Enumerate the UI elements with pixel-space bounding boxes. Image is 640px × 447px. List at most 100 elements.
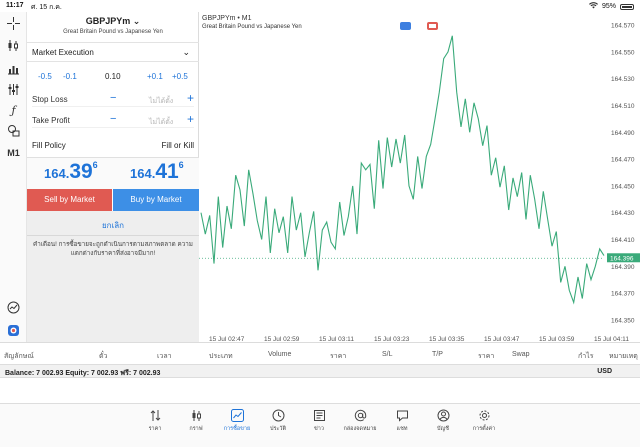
y-tick-label: 164.410 — [611, 237, 635, 244]
execution-select[interactable]: Market Execution ⌄ — [27, 42, 199, 62]
volume-minus-small-button[interactable]: -0.1 — [63, 72, 77, 81]
stop-loss-input[interactable]: ไม่ได้ตั้ง — [149, 98, 174, 105]
tab-settings[interactable]: การตั้งค่า — [464, 409, 504, 433]
price-series-line — [200, 35, 605, 305]
tab-mailbox[interactable]: กล่องจดหมาย — [340, 409, 380, 433]
y-tick-label: 164.370 — [611, 291, 635, 298]
y-tick-label: 164.570 — [611, 23, 635, 30]
trade-table-header: สัญลักษณ์ ตั๋ว เวลา ประเภท Volume ราคา S… — [0, 342, 640, 364]
price-chart[interactable]: 164.570 164.550 164.530 164.510 164.490 164.4… — [199, 12, 640, 342]
tab-news[interactable]: ข่าว — [299, 409, 339, 433]
ask-price: 164.416 — [130, 160, 184, 183]
chart-subtitle: Great Britain Pound vs Japanese Yen — [202, 24, 302, 30]
column-current-price[interactable]: ราคา — [478, 353, 495, 360]
timeframe-icon[interactable]: M1 — [7, 147, 20, 158]
column-time[interactable]: เวลา — [157, 353, 172, 360]
sell-button[interactable]: Sell by Market — [27, 189, 112, 211]
news-icon — [313, 410, 325, 421]
tab-label: การซื้อขาย — [223, 426, 251, 432]
trade-icon — [230, 409, 244, 422]
y-tick-label: 164.390 — [611, 264, 635, 271]
column-tp[interactable]: T/P — [432, 351, 443, 358]
current-price-tag — [607, 253, 640, 263]
y-tick-label: 164.350 — [611, 317, 635, 324]
volume-input[interactable]: 0.10 — [105, 72, 121, 81]
fill-policy-label: Fill Policy — [32, 141, 66, 150]
status-date: ศ. 15 ก.ค. — [31, 4, 62, 11]
tab-chat[interactable]: แชท — [382, 409, 422, 433]
stop-loss-minus-button[interactable]: − — [110, 92, 117, 104]
objects-icon[interactable] — [6, 123, 21, 138]
symbol-selector[interactable]: GBPJPYm ⌄ — [27, 16, 199, 27]
cancel-button[interactable]: ยกเลิก — [101, 221, 124, 230]
tab-label: ข่าว — [314, 426, 324, 432]
y-tick-label: 164.530 — [611, 76, 635, 83]
bid-price: 164.396 — [44, 160, 98, 183]
status-right: 95% — [588, 2, 634, 11]
currency-label: USD — [597, 368, 612, 375]
tab-chart[interactable]: กราฟ — [176, 409, 216, 433]
tab-label: แชท — [396, 426, 408, 432]
tab-account[interactable]: บัญชี — [423, 409, 463, 433]
crosshair-icon[interactable] — [6, 16, 21, 31]
balance-text: Balance: 7 002.93 Equity: 7 002.93 ฟรี: … — [5, 370, 161, 377]
fill-policy-value: Fill or Kill — [161, 141, 194, 150]
settings-icon[interactable] — [6, 323, 21, 338]
x-tick-label: 15 Jul 03:47 — [484, 336, 520, 342]
chart-title: GBPJPYm • M1 — [202, 15, 252, 22]
tab-trade[interactable]: การซื้อขาย — [217, 409, 257, 433]
warning-text: คำเตือน! การซื้อขายจะถูกดำเนินการตามสภาพ… — [33, 241, 193, 257]
bar-chart-icon[interactable] — [6, 61, 21, 76]
tab-label: ราคา — [148, 426, 162, 432]
tab-quotes[interactable]: ราคา — [135, 409, 175, 433]
candles-icon[interactable] — [6, 38, 21, 53]
y-tick-label: 164.430 — [611, 210, 635, 217]
price-display: 164.396 164.416 — [27, 157, 199, 189]
tab-bar: ราคา กราฟ การซื้อขาย ประวัติ ข่าว กล่องจ… — [0, 403, 640, 447]
fill-policy-row[interactable]: Fill Policy Fill or Kill — [32, 139, 194, 154]
tab-label: กราฟ — [189, 426, 203, 432]
stop-loss-plus-button[interactable]: + — [186, 91, 194, 105]
quotes-icon — [150, 410, 160, 421]
cancel-area: ยกเลิก คำเตือน! การซื้อขายจะถูกดำเนินการ… — [27, 211, 199, 342]
tab-history[interactable]: ประวัติ — [258, 409, 298, 433]
one-click-icon[interactable] — [427, 22, 438, 30]
column-volume[interactable]: Volume — [268, 351, 292, 358]
status-time: 11:17 — [6, 2, 24, 9]
column-comment[interactable]: หมายเหตุ — [609, 353, 638, 360]
column-sl[interactable]: S/L — [382, 351, 393, 358]
x-tick-label: 15 Jul 03:23 — [374, 336, 410, 342]
battery-percent: 95% — [601, 3, 616, 10]
y-tick-label: 164.510 — [611, 103, 635, 110]
take-profit-minus-button[interactable]: − — [110, 113, 117, 125]
tab-label: กล่องจดหมาย — [343, 426, 377, 432]
buy-button[interactable]: Buy by Market — [113, 189, 199, 211]
divider — [27, 235, 199, 236]
y-tick-label: 164.550 — [611, 49, 635, 56]
column-price[interactable]: ราคา — [330, 353, 347, 360]
column-type[interactable]: ประเภท — [209, 353, 233, 360]
function-icon[interactable]: ƒ — [11, 104, 16, 117]
column-profit[interactable]: กำไร — [578, 353, 594, 360]
y-tick-label: 164.470 — [611, 157, 635, 164]
one-click-trading-icon[interactable] — [6, 300, 21, 315]
tab-label: ประวัติ — [269, 426, 287, 432]
column-swap[interactable]: Swap — [512, 351, 530, 358]
trade-levels-icon[interactable] — [400, 22, 411, 30]
x-tick-label: 15 Jul 03:35 — [429, 336, 465, 342]
chat-icon — [396, 410, 408, 422]
volume-plus-small-button[interactable]: +0.1 — [147, 72, 163, 81]
indicators-icon[interactable] — [6, 82, 21, 97]
volume-minus-large-button[interactable]: -0.5 — [38, 72, 52, 81]
take-profit-input[interactable]: ไม่ได้ตั้ง — [149, 119, 174, 126]
take-profit-plus-button[interactable]: + — [186, 112, 194, 126]
volume-plus-large-button[interactable]: +0.5 — [172, 72, 188, 81]
wifi-icon — [588, 2, 598, 11]
x-tick-label: 15 Jul 02:47 — [209, 336, 245, 342]
column-symbol[interactable]: สัญลักษณ์ — [4, 353, 34, 360]
column-ticket[interactable]: ตั๋ว — [99, 353, 108, 360]
x-tick-label: 15 Jul 02:59 — [264, 336, 300, 342]
chart-toolbar: ƒ M1 — [0, 12, 27, 342]
balance-bar: Balance: 7 002.93 Equity: 7 002.93 ฟรี: … — [0, 364, 640, 378]
